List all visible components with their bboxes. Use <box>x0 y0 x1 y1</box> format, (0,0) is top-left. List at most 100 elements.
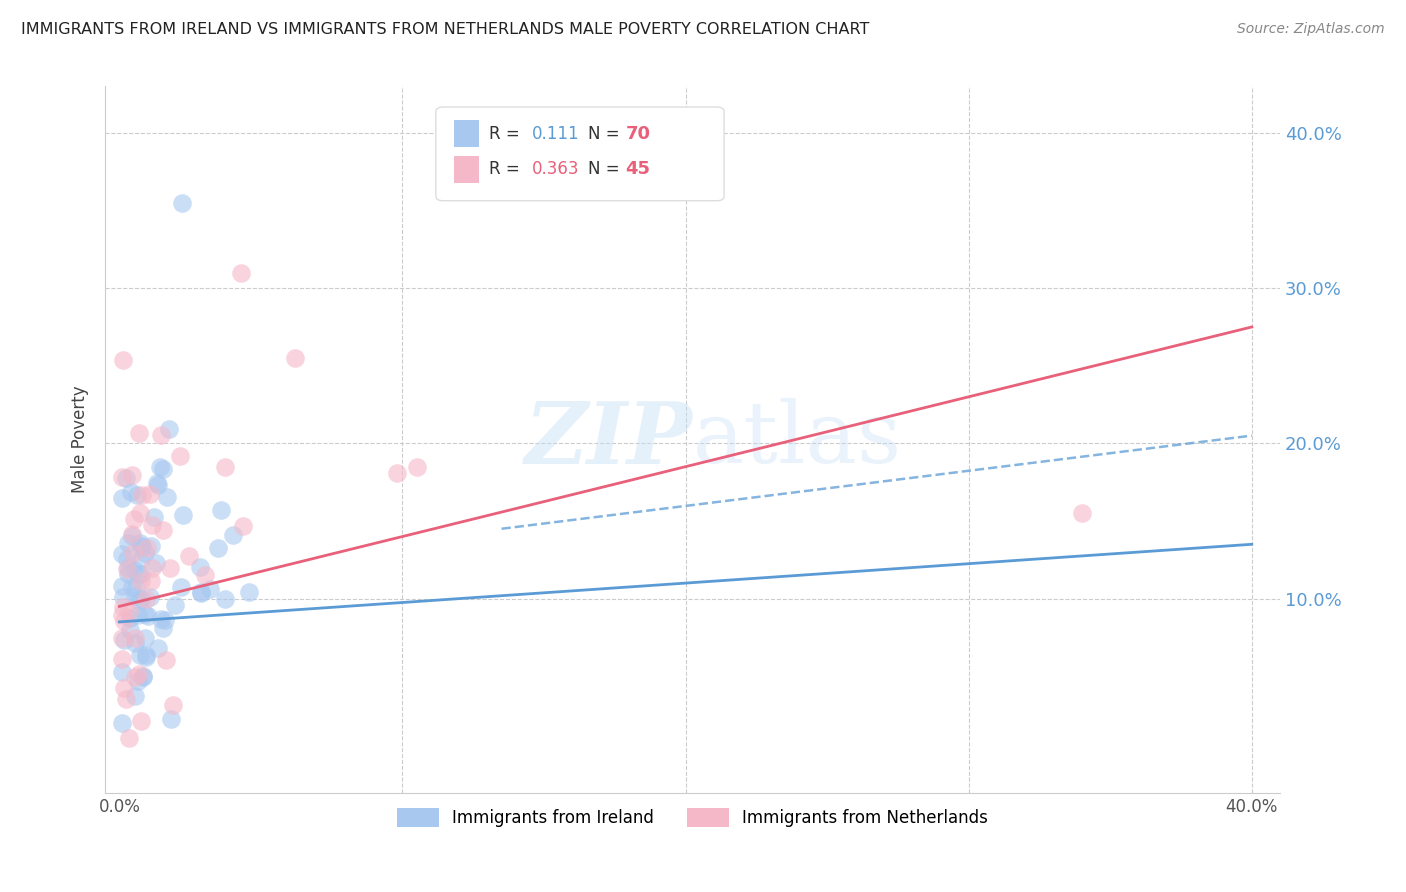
Point <box>127 566 149 581</box>
Text: 0.111: 0.111 <box>531 125 579 143</box>
Point <box>128 648 150 662</box>
Point <box>124 589 146 603</box>
Point <box>142 509 165 524</box>
Point <box>111 631 134 645</box>
Point <box>124 690 146 704</box>
Point <box>111 651 134 665</box>
Point <box>112 614 135 628</box>
Point <box>111 665 134 680</box>
Point <box>194 568 217 582</box>
Point <box>139 539 162 553</box>
Point <box>149 427 172 442</box>
Point <box>139 590 162 604</box>
Point <box>128 536 150 550</box>
Point <box>111 590 134 604</box>
Point <box>127 607 149 622</box>
Point <box>238 585 260 599</box>
Point <box>134 632 156 646</box>
Point <box>111 716 134 731</box>
Point <box>152 621 174 635</box>
Point <box>120 623 142 637</box>
Point <box>118 611 141 625</box>
Point <box>128 425 150 440</box>
Point <box>127 673 149 688</box>
Text: R =: R = <box>489 161 526 178</box>
Point <box>124 581 146 595</box>
Point <box>149 459 172 474</box>
Point <box>111 470 134 484</box>
Point <box>129 540 152 554</box>
Point <box>135 541 157 555</box>
Text: R =: R = <box>489 125 526 143</box>
Point <box>405 459 427 474</box>
Text: 45: 45 <box>626 161 651 178</box>
Text: IMMIGRANTS FROM IRELAND VS IMMIGRANTS FROM NETHERLANDS MALE POVERTY CORRELATION : IMMIGRANTS FROM IRELAND VS IMMIGRANTS FR… <box>21 22 869 37</box>
Point <box>284 351 307 365</box>
Point <box>129 714 152 728</box>
Point <box>117 535 139 549</box>
Point <box>134 546 156 560</box>
Text: 0.363: 0.363 <box>531 161 579 178</box>
Point <box>1070 506 1092 520</box>
Point <box>135 648 157 662</box>
Point <box>124 512 146 526</box>
Point <box>118 731 141 746</box>
Point <box>155 652 177 666</box>
Point <box>124 631 146 645</box>
Point <box>131 574 153 588</box>
Point <box>159 712 181 726</box>
Point <box>141 561 163 575</box>
Point <box>385 466 408 480</box>
Point <box>111 547 134 561</box>
Point <box>155 613 177 627</box>
Text: 70: 70 <box>626 125 651 143</box>
Point <box>128 667 150 681</box>
Point <box>150 611 173 625</box>
Point <box>136 608 159 623</box>
Point <box>138 486 160 500</box>
Text: N =: N = <box>588 125 619 143</box>
Point <box>163 598 186 612</box>
Point <box>129 567 152 582</box>
Point <box>122 546 145 560</box>
Point <box>135 650 157 665</box>
Point <box>159 560 181 574</box>
Point <box>170 580 193 594</box>
Point <box>121 527 143 541</box>
Text: Source: ZipAtlas.com: Source: ZipAtlas.com <box>1237 22 1385 37</box>
Point <box>162 698 184 712</box>
Point <box>146 478 169 492</box>
Text: N =: N = <box>588 161 619 178</box>
Point <box>169 450 191 464</box>
Point <box>188 560 211 574</box>
Point <box>146 475 169 490</box>
Point <box>135 591 157 606</box>
Point <box>172 508 194 523</box>
Point <box>115 692 138 706</box>
Point <box>122 563 145 577</box>
Point <box>157 422 180 436</box>
Point <box>190 586 212 600</box>
Point <box>118 604 141 618</box>
Point <box>121 580 143 594</box>
Point <box>214 592 236 607</box>
Point <box>132 669 155 683</box>
Point <box>131 592 153 607</box>
Point <box>115 552 138 566</box>
Point <box>115 471 138 485</box>
Point <box>152 462 174 476</box>
Point <box>129 506 152 520</box>
Point <box>200 582 222 596</box>
Point <box>207 541 229 556</box>
Point <box>117 567 139 582</box>
Point <box>111 608 134 623</box>
Point <box>128 594 150 608</box>
Point <box>190 585 212 599</box>
Point <box>121 468 143 483</box>
Point <box>141 517 163 532</box>
Point <box>111 579 134 593</box>
Point <box>112 632 135 647</box>
Point <box>141 574 163 588</box>
Point <box>124 670 146 684</box>
Point <box>134 607 156 621</box>
